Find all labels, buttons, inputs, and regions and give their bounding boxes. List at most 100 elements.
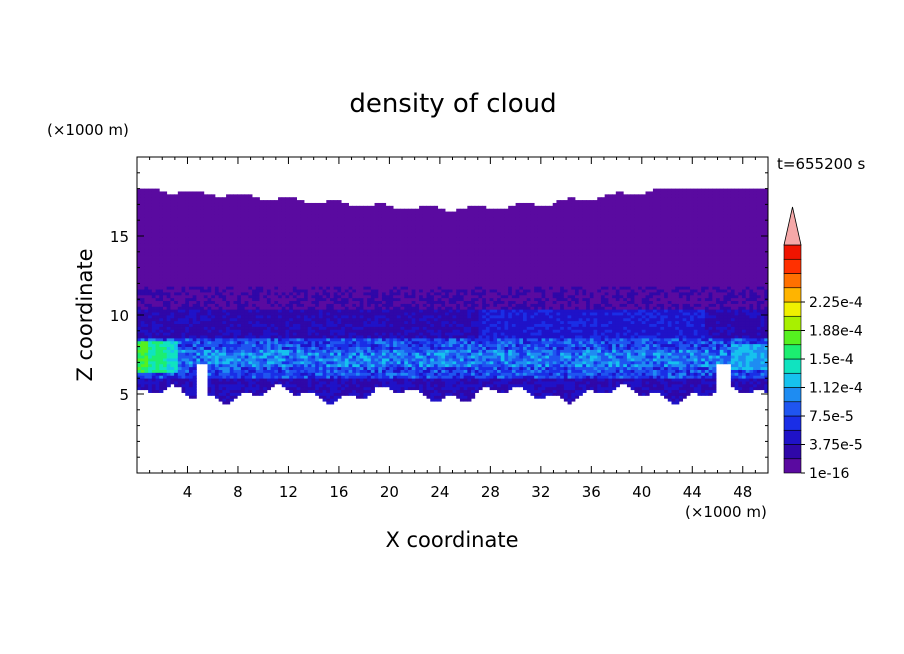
density-cell [162, 386, 168, 391]
density-cell [330, 286, 335, 290]
density-cell [144, 208, 149, 212]
density-cell [341, 280, 346, 284]
density-cell [311, 383, 316, 388]
density-cell [177, 323, 182, 327]
density-cell [285, 340, 290, 345]
density-cell [222, 340, 227, 345]
density-cell [200, 337, 205, 342]
density-cell [292, 389, 297, 393]
density-cell [393, 337, 398, 342]
density-cell [385, 312, 390, 316]
density-cell [151, 389, 156, 393]
density-cell [344, 337, 349, 342]
density-cell [348, 277, 353, 281]
density-cell [159, 381, 164, 385]
density-cell [140, 312, 145, 316]
density-cell [162, 312, 168, 316]
density-cell [226, 257, 231, 261]
density-cell [359, 317, 364, 322]
density-cell [341, 234, 346, 238]
density-cell [218, 306, 223, 310]
density-cell [407, 248, 413, 253]
density-cell [226, 254, 231, 258]
density-cell [148, 223, 153, 227]
density-cell [396, 257, 401, 261]
density-cell [363, 248, 368, 253]
density-cell [296, 306, 301, 310]
density-cell [300, 303, 305, 307]
density-cell [148, 202, 153, 207]
density-cell [181, 312, 186, 316]
density-cell [311, 303, 316, 307]
density-cell [196, 217, 201, 221]
density-cell [207, 386, 212, 391]
density-cell [400, 309, 405, 313]
density-cell [363, 395, 368, 399]
density-cell [304, 223, 309, 227]
density-cell [248, 269, 253, 273]
density-cell [170, 346, 175, 350]
density-cell [322, 234, 327, 238]
density-cell [355, 383, 361, 388]
density-cell [315, 217, 320, 221]
density-cell [341, 297, 346, 302]
density-cell [218, 208, 223, 212]
density-cell [407, 343, 413, 347]
density-cell [181, 369, 186, 373]
density-cell [259, 349, 264, 353]
density-cell [359, 389, 364, 393]
density-cell [378, 263, 383, 267]
density-cell [162, 292, 168, 296]
density-cell [196, 225, 201, 230]
density-cell [367, 260, 372, 264]
density-cell [274, 271, 279, 276]
density-cell [222, 237, 227, 241]
density-cell [270, 369, 275, 373]
density-cell [385, 297, 390, 302]
density-cell [181, 243, 186, 247]
density-cell [285, 355, 290, 359]
density-cell [333, 243, 338, 247]
density-cell [218, 240, 223, 244]
density-cell [296, 243, 301, 247]
density-cell [318, 326, 323, 330]
density-cell [300, 346, 305, 350]
density-cell [378, 303, 383, 307]
density-cell [404, 306, 409, 310]
density-cell [330, 200, 335, 204]
density-cell [318, 274, 323, 279]
density-cell [311, 223, 316, 227]
density-cell [318, 366, 323, 370]
density-cell [307, 363, 312, 368]
density-cell [151, 355, 156, 359]
density-cell [266, 303, 272, 307]
density-cell [252, 260, 257, 264]
density-cell [159, 205, 164, 210]
density-cell [333, 260, 338, 264]
density-cell [400, 358, 405, 362]
density-cell [322, 315, 327, 319]
density-cell [396, 355, 401, 359]
density-cell [255, 228, 260, 233]
density-cell [337, 320, 342, 325]
density-cell [170, 372, 175, 376]
density-cell [203, 326, 208, 330]
density-cell [181, 343, 186, 347]
density-cell [192, 228, 197, 233]
density-cell [311, 240, 316, 244]
density-cell [177, 214, 182, 218]
density-cell [226, 329, 231, 333]
density-cell [259, 360, 264, 365]
density-cell [144, 263, 149, 267]
density-cell [285, 240, 290, 244]
density-cell [237, 337, 242, 342]
density-cell [367, 303, 372, 307]
density-cell [248, 309, 253, 313]
density-cell [255, 246, 260, 250]
density-cell [159, 369, 164, 373]
density-cell [211, 214, 216, 218]
density-cell [207, 269, 212, 273]
density-cell [281, 205, 286, 210]
density-cell [296, 223, 301, 227]
density-cell [389, 346, 394, 350]
